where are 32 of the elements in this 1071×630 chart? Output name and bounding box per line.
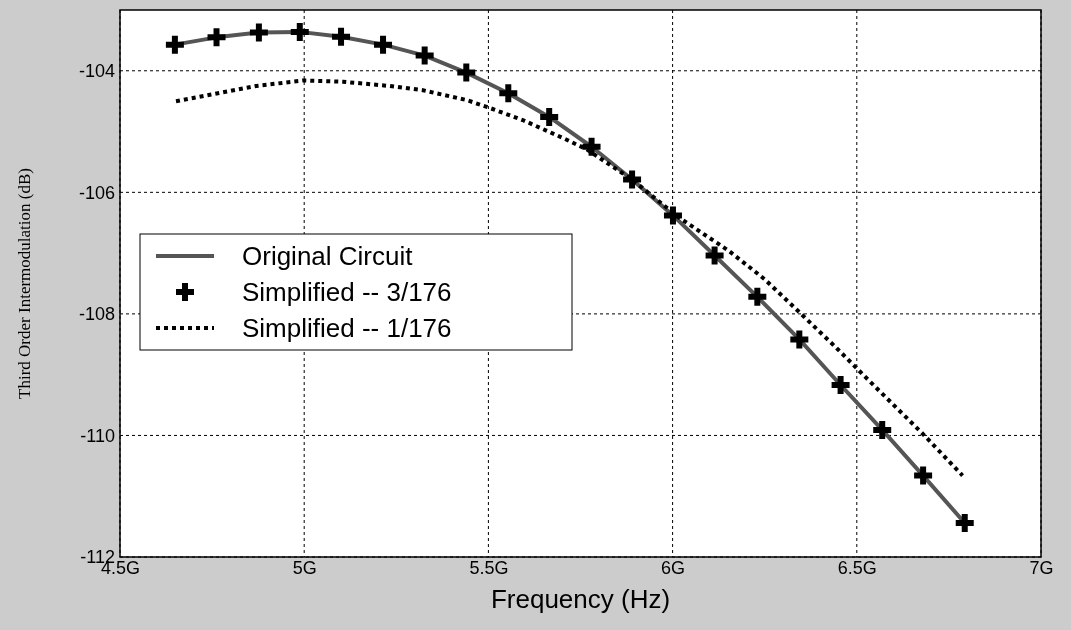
legend-label: Simplified -- 3/176 — [242, 277, 452, 307]
x-tick-label: 6G — [661, 557, 686, 578]
x-tick-label: 6.5G — [837, 557, 877, 578]
point — [499, 84, 518, 103]
legend-label: Simplified -- 1/176 — [242, 313, 452, 343]
point — [748, 287, 767, 306]
point — [332, 27, 351, 46]
y-tick-label: -108 — [78, 304, 115, 325]
point — [831, 376, 850, 394]
point — [955, 513, 974, 532]
point — [705, 246, 724, 265]
point — [290, 22, 309, 41]
point — [914, 466, 933, 485]
y-tick-label: -106 — [78, 182, 115, 203]
x-tick-label: 5G — [292, 557, 317, 578]
point — [415, 46, 434, 65]
y-tick-label: -110 — [80, 425, 115, 446]
y-tick-label: -104 — [78, 61, 115, 82]
point — [165, 35, 184, 54]
x-tick-label: 5.5G — [469, 557, 509, 578]
x-axis-title: Frequency (Hz) — [490, 584, 671, 614]
point — [374, 35, 393, 54]
point — [790, 330, 809, 349]
x-tick-label: 7G — [1029, 557, 1054, 578]
point — [540, 107, 559, 126]
point — [207, 28, 226, 47]
point — [249, 23, 268, 42]
point — [582, 137, 601, 156]
point — [873, 420, 892, 439]
legend-label: Original Circuit — [242, 241, 414, 271]
y-axis-title: Third Order Intermodulation (dB) — [15, 168, 34, 399]
point — [457, 63, 476, 82]
